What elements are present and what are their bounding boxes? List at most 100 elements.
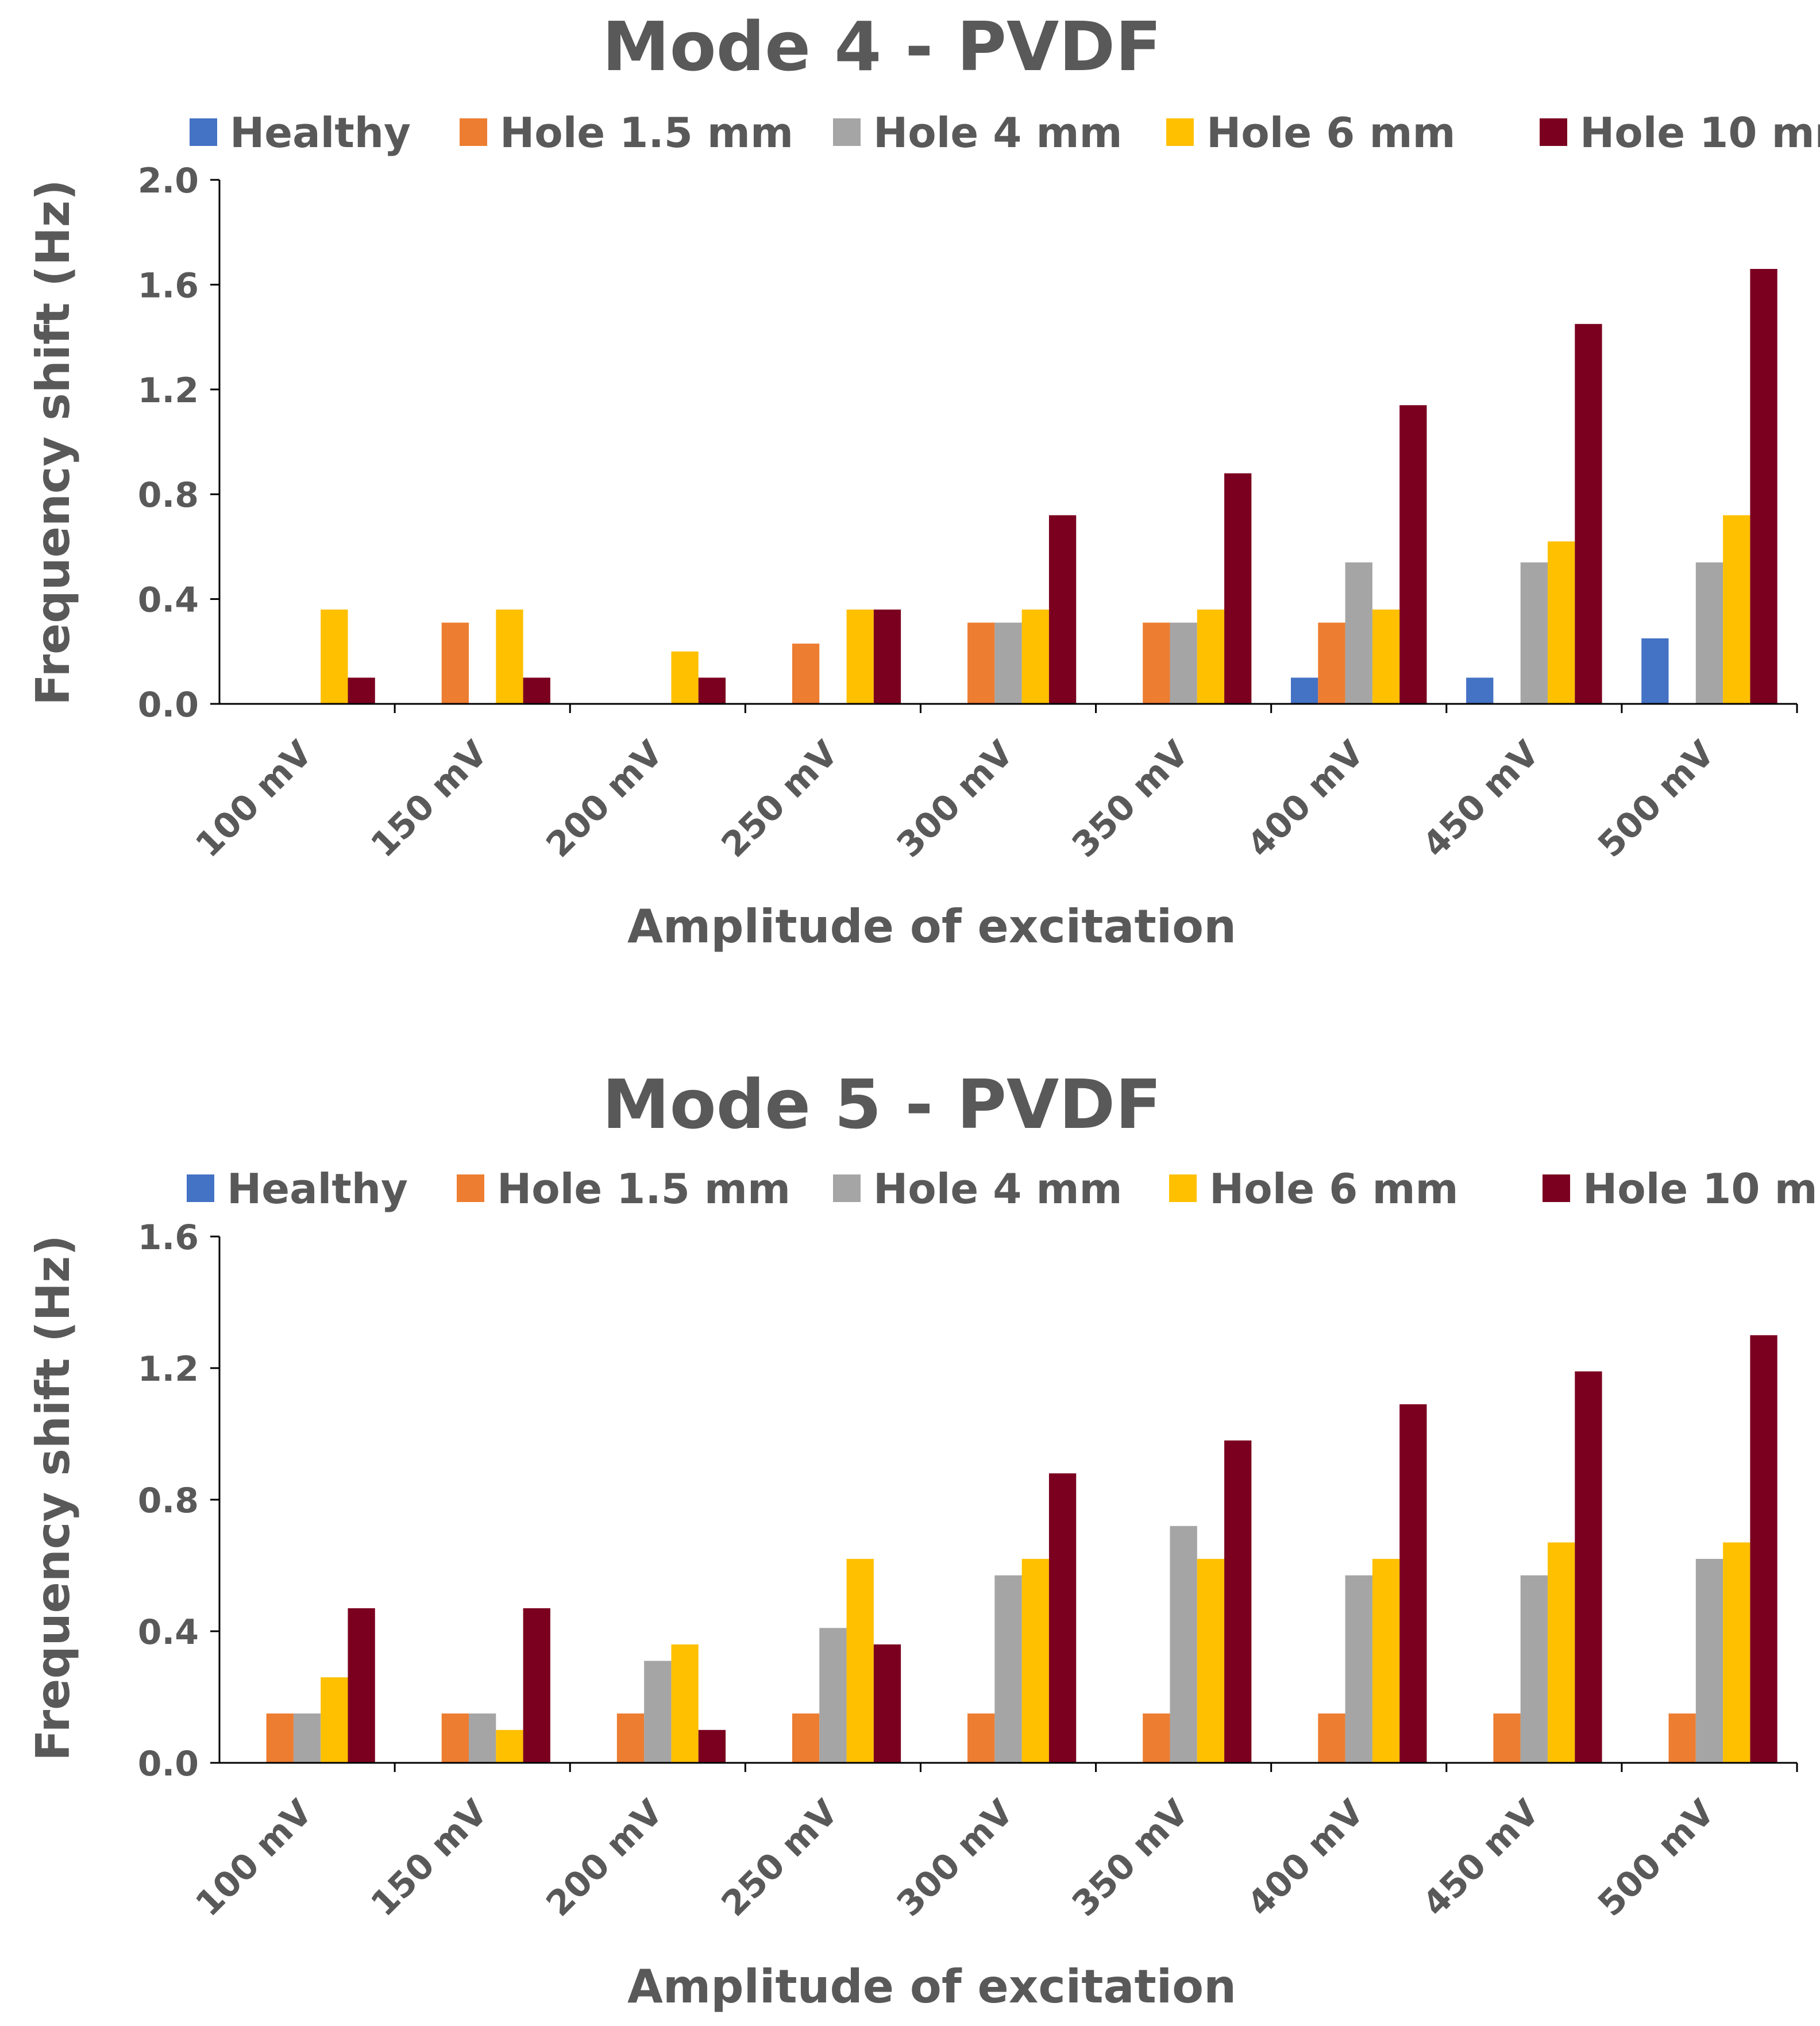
chart-mode5: Mode 5 - PVDF Healthy Hole 1.5 mm Hole 4 m… xyxy=(26,1065,1820,2013)
bar xyxy=(348,1608,375,1763)
legend-item: Hole 4 mm xyxy=(833,109,1123,157)
y-tick-label: 0.4 xyxy=(138,580,199,621)
bar xyxy=(846,1559,874,1763)
legend-label: Healthy xyxy=(227,1165,408,1213)
bar xyxy=(1547,541,1575,704)
x-tick-label: 400 mV xyxy=(1240,733,1372,865)
bar xyxy=(1466,677,1494,704)
y-axis-title: Frequency shift (Hz) xyxy=(26,179,80,706)
legend-swatch xyxy=(1166,118,1194,146)
bar xyxy=(1520,1575,1548,1763)
legend-swatch xyxy=(1169,1174,1197,1202)
bar xyxy=(1290,677,1318,704)
legend-label: Healthy xyxy=(230,109,411,157)
bar xyxy=(1723,515,1750,704)
bar xyxy=(1345,1575,1372,1763)
bar xyxy=(293,1713,321,1763)
bar xyxy=(994,1575,1022,1763)
y-tick-label: 1.6 xyxy=(138,1218,199,1258)
bar xyxy=(496,609,523,704)
bar xyxy=(616,1713,645,1763)
x-tick-label: 250 mV xyxy=(714,733,846,865)
legend-item: Hole 1.5 mm xyxy=(457,1165,791,1213)
y-axis: 0.0 0.4 0.8 1.2 1.6 2.0 xyxy=(138,161,221,725)
bar xyxy=(1575,323,1602,704)
bar xyxy=(1224,473,1252,704)
legend-label: Hole 10 mm xyxy=(1580,109,1820,157)
bar xyxy=(1143,1713,1170,1763)
bar xyxy=(1399,405,1427,704)
bar xyxy=(523,1608,550,1763)
bar xyxy=(1224,1440,1252,1763)
bar xyxy=(1021,1559,1049,1763)
bar xyxy=(671,1644,699,1763)
legend-swatch xyxy=(190,118,217,146)
bar xyxy=(792,644,820,704)
legend-item: Healthy xyxy=(187,1165,408,1213)
bar xyxy=(1170,1526,1197,1763)
bar xyxy=(1197,1559,1225,1763)
bar xyxy=(967,1713,995,1763)
bar xyxy=(1143,622,1170,704)
bar xyxy=(1668,1713,1696,1763)
bar xyxy=(1723,1542,1750,1763)
bar xyxy=(1547,1542,1575,1763)
x-tick-label: 150 mV xyxy=(363,733,495,865)
bar xyxy=(698,677,726,704)
bar xyxy=(496,1730,523,1763)
bar xyxy=(873,609,901,704)
bar xyxy=(1170,622,1197,704)
bar xyxy=(1345,562,1372,704)
bar xyxy=(1399,1404,1427,1763)
legend-swatch xyxy=(833,118,861,146)
bar xyxy=(846,609,874,704)
legend-swatch xyxy=(187,1174,214,1202)
bars xyxy=(266,1335,1777,1763)
bar xyxy=(967,622,995,704)
legend-item: Hole 10 mm xyxy=(1540,109,1820,157)
x-tick-label: 400 mV xyxy=(1240,1792,1372,1924)
legend-label: Hole 6 mm xyxy=(1206,109,1456,157)
legend-swatch xyxy=(457,1174,484,1202)
bar xyxy=(1750,1335,1777,1763)
x-tick-label: 450 mV xyxy=(1415,733,1547,865)
legend-item: Healthy xyxy=(190,109,411,157)
bar xyxy=(1493,1713,1521,1763)
x-tick-label: 300 mV xyxy=(889,1792,1021,1924)
x-tick-label: 350 mV xyxy=(1065,1792,1197,1924)
y-tick-label: 0.0 xyxy=(138,685,199,725)
legend: Healthy Hole 1.5 mm Hole 4 mm Hole 6 mm Hole… xyxy=(187,1165,1820,1213)
y-tick-label: 1.2 xyxy=(138,1349,199,1389)
bar xyxy=(321,1677,348,1763)
bar xyxy=(441,622,469,704)
bar xyxy=(1048,1473,1077,1763)
x-tick-label: 200 mV xyxy=(539,1792,671,1924)
bar xyxy=(1520,562,1548,704)
bar xyxy=(1372,609,1400,704)
bar xyxy=(1318,1713,1345,1763)
legend-item: Hole 6 mm xyxy=(1169,1165,1459,1213)
y-axis: 0.0 0.4 0.8 1.2 1.6 xyxy=(138,1218,221,1784)
y-tick-label: 0.8 xyxy=(138,475,199,515)
legend-label: Hole 1.5 mm xyxy=(500,109,793,157)
y-tick-label: 1.6 xyxy=(138,265,199,306)
bar xyxy=(1318,622,1345,704)
x-tick-label: 250 mV xyxy=(714,1792,846,1924)
bar xyxy=(1641,638,1669,704)
legend-swatch xyxy=(460,118,487,146)
bar xyxy=(1197,609,1225,704)
x-axis: 100 mV 150 mV 200 mV 250 mV 300 mV 350 mV 400 … xyxy=(188,1762,1798,1924)
bar xyxy=(698,1730,726,1763)
bar xyxy=(441,1713,469,1763)
bar xyxy=(644,1661,672,1763)
x-tick-label: 150 mV xyxy=(363,1792,495,1924)
legend-swatch xyxy=(833,1174,861,1202)
y-tick-label: 0.4 xyxy=(138,1612,199,1653)
bar xyxy=(1021,609,1049,704)
x-tick-label: 100 mV xyxy=(188,1792,320,1924)
bar xyxy=(266,1713,294,1763)
x-axis: 100 mV 150 mV 200 mV 250 mV 300 mV 350 mV 400 … xyxy=(188,703,1798,865)
chart-mode4: Mode 4 - PVDF Healthy Hole 1.5 mm Hole 4 m… xyxy=(26,7,1820,953)
legend-swatch xyxy=(1543,1174,1570,1202)
